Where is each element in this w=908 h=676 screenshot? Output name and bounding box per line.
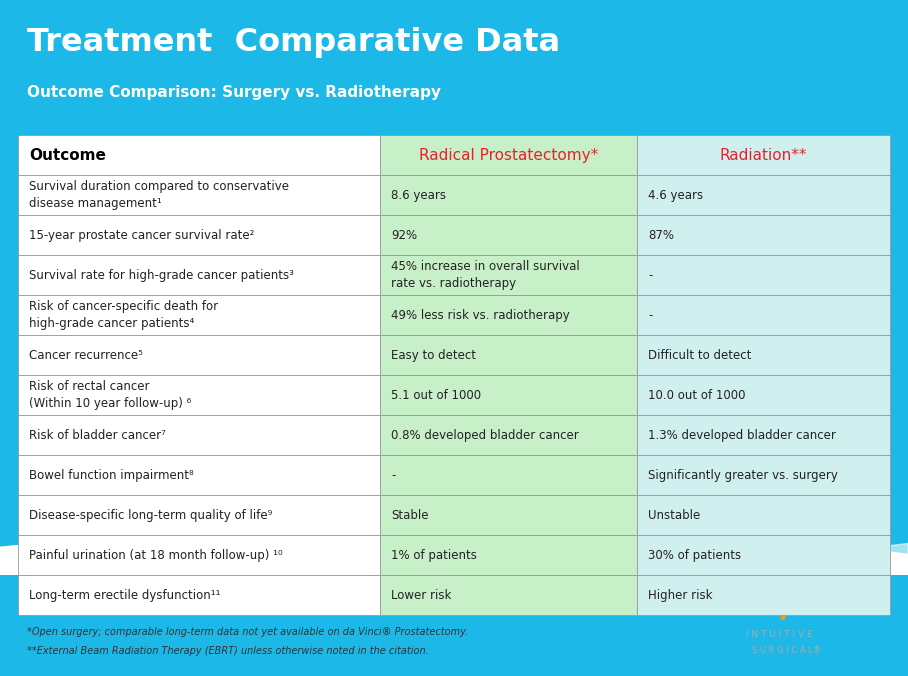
Text: Difficult to detect: Difficult to detect (648, 349, 752, 362)
Bar (380, 335, 637, 375)
Bar (18, 175, 380, 215)
Bar (380, 135, 637, 175)
Text: Risk of cancer-specific death for
high-grade cancer patients⁴: Risk of cancer-specific death for high-g… (29, 300, 219, 330)
Text: Survival rate for high-grade cancer patients³: Survival rate for high-grade cancer pati… (29, 268, 294, 282)
Text: 87%: 87% (648, 228, 675, 242)
Text: 1% of patients: 1% of patients (391, 549, 477, 562)
Text: Risk of bladder cancer⁷: Risk of bladder cancer⁷ (29, 429, 166, 441)
Bar (18, 375, 380, 415)
Bar (18, 215, 380, 255)
Text: 45% increase in overall survival
rate vs. radiotherapy: 45% increase in overall survival rate vs… (391, 260, 580, 290)
Text: 92%: 92% (391, 228, 418, 242)
Bar (380, 375, 637, 415)
Text: -: - (648, 309, 653, 322)
Text: 0.8% developed bladder cancer: 0.8% developed bladder cancer (391, 429, 579, 441)
Bar (380, 255, 637, 295)
Bar (637, 175, 890, 215)
Bar (380, 495, 637, 535)
Bar (637, 135, 890, 175)
Text: Easy to detect: Easy to detect (391, 349, 476, 362)
Text: I N T U I T I V E: I N T U I T I V E (746, 629, 813, 639)
Bar (637, 455, 890, 495)
Text: Risk of rectal cancer
(Within 10 year follow-up) ⁶: Risk of rectal cancer (Within 10 year fo… (29, 381, 192, 410)
Text: Outcome: Outcome (29, 147, 106, 163)
Text: 30% of patients: 30% of patients (648, 549, 742, 562)
Bar (18, 495, 380, 535)
Bar (380, 575, 637, 615)
Bar (380, 455, 637, 495)
Bar (637, 535, 890, 575)
Text: Long-term erectile dysfunction¹¹: Long-term erectile dysfunction¹¹ (29, 589, 221, 602)
Text: Bowel function impairment⁸: Bowel function impairment⁸ (29, 468, 194, 482)
Text: Survival duration compared to conservative
disease management¹: Survival duration compared to conservati… (29, 180, 290, 210)
Text: Treatment  Comparative Data: Treatment Comparative Data (27, 27, 560, 58)
Bar (380, 415, 637, 455)
Text: ●: ● (780, 614, 785, 619)
Text: 8.6 years: 8.6 years (391, 189, 446, 201)
Bar (18, 335, 380, 375)
Bar (380, 215, 637, 255)
Bar (18, 135, 380, 175)
Text: Radical Prostatectomy*: Radical Prostatectomy* (419, 147, 598, 163)
Text: Lower risk: Lower risk (391, 589, 451, 602)
Text: 1.3% developed bladder cancer: 1.3% developed bladder cancer (648, 429, 836, 441)
Text: 10.0 out of 1000: 10.0 out of 1000 (648, 389, 745, 402)
Bar (637, 215, 890, 255)
Text: Outcome Comparison: Surgery vs. Radiotherapy: Outcome Comparison: Surgery vs. Radiothe… (27, 84, 441, 99)
Bar (380, 535, 637, 575)
Text: 5.1 out of 1000: 5.1 out of 1000 (391, 389, 481, 402)
Text: **External Beam Radiation Therapy (EBRT) unless otherwise noted in the citation.: **External Beam Radiation Therapy (EBRT)… (27, 646, 429, 656)
Text: Unstable: Unstable (648, 508, 701, 522)
Bar (18, 295, 380, 335)
Text: Higher risk: Higher risk (648, 589, 713, 602)
Text: Radiation**: Radiation** (720, 147, 807, 163)
Bar (637, 295, 890, 335)
Text: Significantly greater vs. surgery: Significantly greater vs. surgery (648, 468, 838, 482)
Bar (637, 495, 890, 535)
Bar (18, 415, 380, 455)
Bar (637, 375, 890, 415)
Text: *Open surgery; comparable long-term data not yet available on da Vinci® Prostate: *Open surgery; comparable long-term data… (27, 627, 469, 637)
Bar (380, 175, 637, 215)
Bar (18, 575, 380, 615)
Text: Disease-specific long-term quality of life⁹: Disease-specific long-term quality of li… (29, 508, 273, 522)
Text: Cancer recurrence⁵: Cancer recurrence⁵ (29, 349, 143, 362)
Text: 4.6 years: 4.6 years (648, 189, 704, 201)
Text: Painful urination (at 18 month follow-up) ¹⁰: Painful urination (at 18 month follow-up… (29, 549, 283, 562)
Text: -: - (648, 268, 653, 282)
Bar (18, 255, 380, 295)
Text: 49% less risk vs. radiotherapy: 49% less risk vs. radiotherapy (391, 309, 570, 322)
Text: Stable: Stable (391, 508, 429, 522)
Text: -: - (391, 468, 396, 482)
Bar (18, 455, 380, 495)
Bar (18, 535, 380, 575)
Bar (637, 575, 890, 615)
Bar (637, 415, 890, 455)
Bar (637, 255, 890, 295)
Text: 15-year prostate cancer survival rate²: 15-year prostate cancer survival rate² (29, 228, 255, 242)
Bar (380, 295, 637, 335)
Bar (637, 335, 890, 375)
Text: S U R G I C A L®: S U R G I C A L® (752, 646, 821, 655)
